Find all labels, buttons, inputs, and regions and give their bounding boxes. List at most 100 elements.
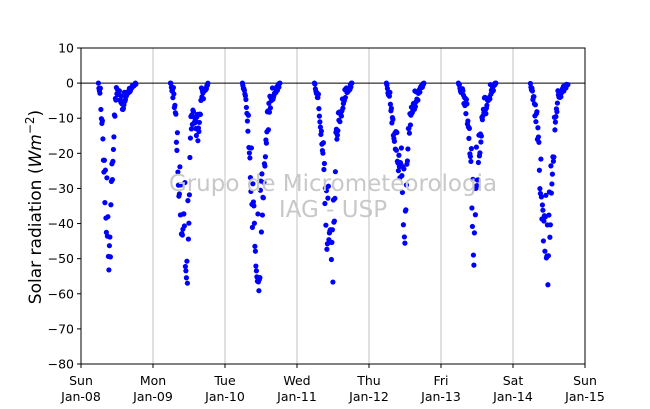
y-axis-label-close: ) xyxy=(26,110,46,117)
data-point xyxy=(532,102,539,108)
data-point xyxy=(170,85,176,91)
data-point xyxy=(553,114,559,120)
x-tick-date: Jan-08 xyxy=(60,389,101,404)
data-point xyxy=(190,108,196,115)
data-point xyxy=(538,156,544,162)
data-point xyxy=(535,125,541,131)
x-tick-date: Jan-13 xyxy=(420,389,461,404)
data-point xyxy=(406,130,412,136)
data-point xyxy=(390,116,396,122)
data-point xyxy=(543,192,549,198)
data-point xyxy=(244,118,250,124)
watermark-line-2: IAG - USP xyxy=(279,197,387,223)
data-point xyxy=(387,89,393,95)
data-point xyxy=(269,85,275,91)
y-axis-label-exponent: −2 xyxy=(23,116,37,134)
data-point xyxy=(332,195,338,202)
data-point xyxy=(245,128,251,134)
data-point xyxy=(107,234,113,240)
data-point xyxy=(549,171,556,177)
data-point xyxy=(321,166,327,173)
y-tick-label: −50 xyxy=(48,251,74,266)
data-point xyxy=(548,190,555,196)
y-tick-label: −10 xyxy=(48,111,74,126)
data-point xyxy=(533,119,539,125)
data-point xyxy=(324,246,330,252)
data-point xyxy=(407,122,413,128)
data-point xyxy=(168,80,174,86)
data-point xyxy=(472,212,478,218)
data-point xyxy=(102,200,108,206)
data-point xyxy=(547,234,553,240)
data-point xyxy=(197,111,203,118)
data-point xyxy=(182,263,188,270)
data-point xyxy=(490,87,496,94)
data-point xyxy=(401,166,407,172)
data-point xyxy=(474,182,480,189)
data-point xyxy=(338,113,344,119)
data-point xyxy=(205,80,211,86)
data-point xyxy=(172,102,178,108)
data-point xyxy=(538,194,545,200)
data-point xyxy=(99,118,105,124)
data-point xyxy=(391,138,397,144)
data-point xyxy=(399,173,405,179)
data-point xyxy=(187,154,193,161)
x-tick-weekday: Thu xyxy=(356,373,380,388)
data-point xyxy=(388,105,394,112)
data-point xyxy=(181,211,187,217)
data-point xyxy=(463,96,469,103)
data-point xyxy=(258,229,264,235)
data-point xyxy=(529,88,536,94)
data-point xyxy=(550,158,557,164)
data-point xyxy=(177,164,183,170)
data-point xyxy=(329,239,335,245)
data-point xyxy=(256,288,262,294)
x-tick-weekday: Fri xyxy=(434,373,449,388)
data-point xyxy=(393,147,399,153)
data-point xyxy=(116,88,122,94)
data-point xyxy=(250,199,256,205)
y-axis-label-main: Solar radiation ( xyxy=(26,168,46,305)
data-point xyxy=(328,256,334,263)
data-point xyxy=(174,130,180,136)
data-point xyxy=(478,133,484,139)
data-point xyxy=(315,91,321,97)
data-point xyxy=(245,112,251,118)
data-point xyxy=(118,93,124,99)
data-point xyxy=(250,181,256,187)
x-tick-weekday: Wed xyxy=(283,373,310,388)
data-point xyxy=(247,155,253,161)
data-point xyxy=(548,163,554,169)
x-tick-weekday: Sun xyxy=(69,373,93,388)
x-axis: SunJan-08MonJan-09TueJan-10WedJan-11ThuJ… xyxy=(60,364,605,404)
data-point xyxy=(322,200,328,207)
data-point xyxy=(493,80,499,86)
data-point xyxy=(100,136,106,142)
data-point xyxy=(185,198,191,204)
data-point xyxy=(182,179,188,186)
x-tick-weekday: Sun xyxy=(573,373,597,388)
data-point xyxy=(179,232,185,238)
x-tick-weekday: Sat xyxy=(503,373,524,388)
data-point xyxy=(110,158,116,164)
data-point xyxy=(348,84,354,90)
data-point xyxy=(178,182,184,188)
data-point xyxy=(460,88,466,94)
data-point xyxy=(259,171,265,177)
data-point xyxy=(415,97,421,103)
data-point xyxy=(257,187,263,193)
y-tick-label: −20 xyxy=(48,146,74,161)
data-point xyxy=(554,100,561,106)
data-point xyxy=(401,234,407,240)
data-point xyxy=(106,243,112,249)
data-point xyxy=(403,207,409,213)
data-point xyxy=(276,84,282,90)
data-point xyxy=(467,153,473,160)
data-point xyxy=(534,109,540,115)
data-point xyxy=(255,211,261,217)
data-point xyxy=(196,119,202,126)
data-point xyxy=(552,119,559,125)
data-point xyxy=(112,113,118,119)
data-point xyxy=(332,169,338,175)
